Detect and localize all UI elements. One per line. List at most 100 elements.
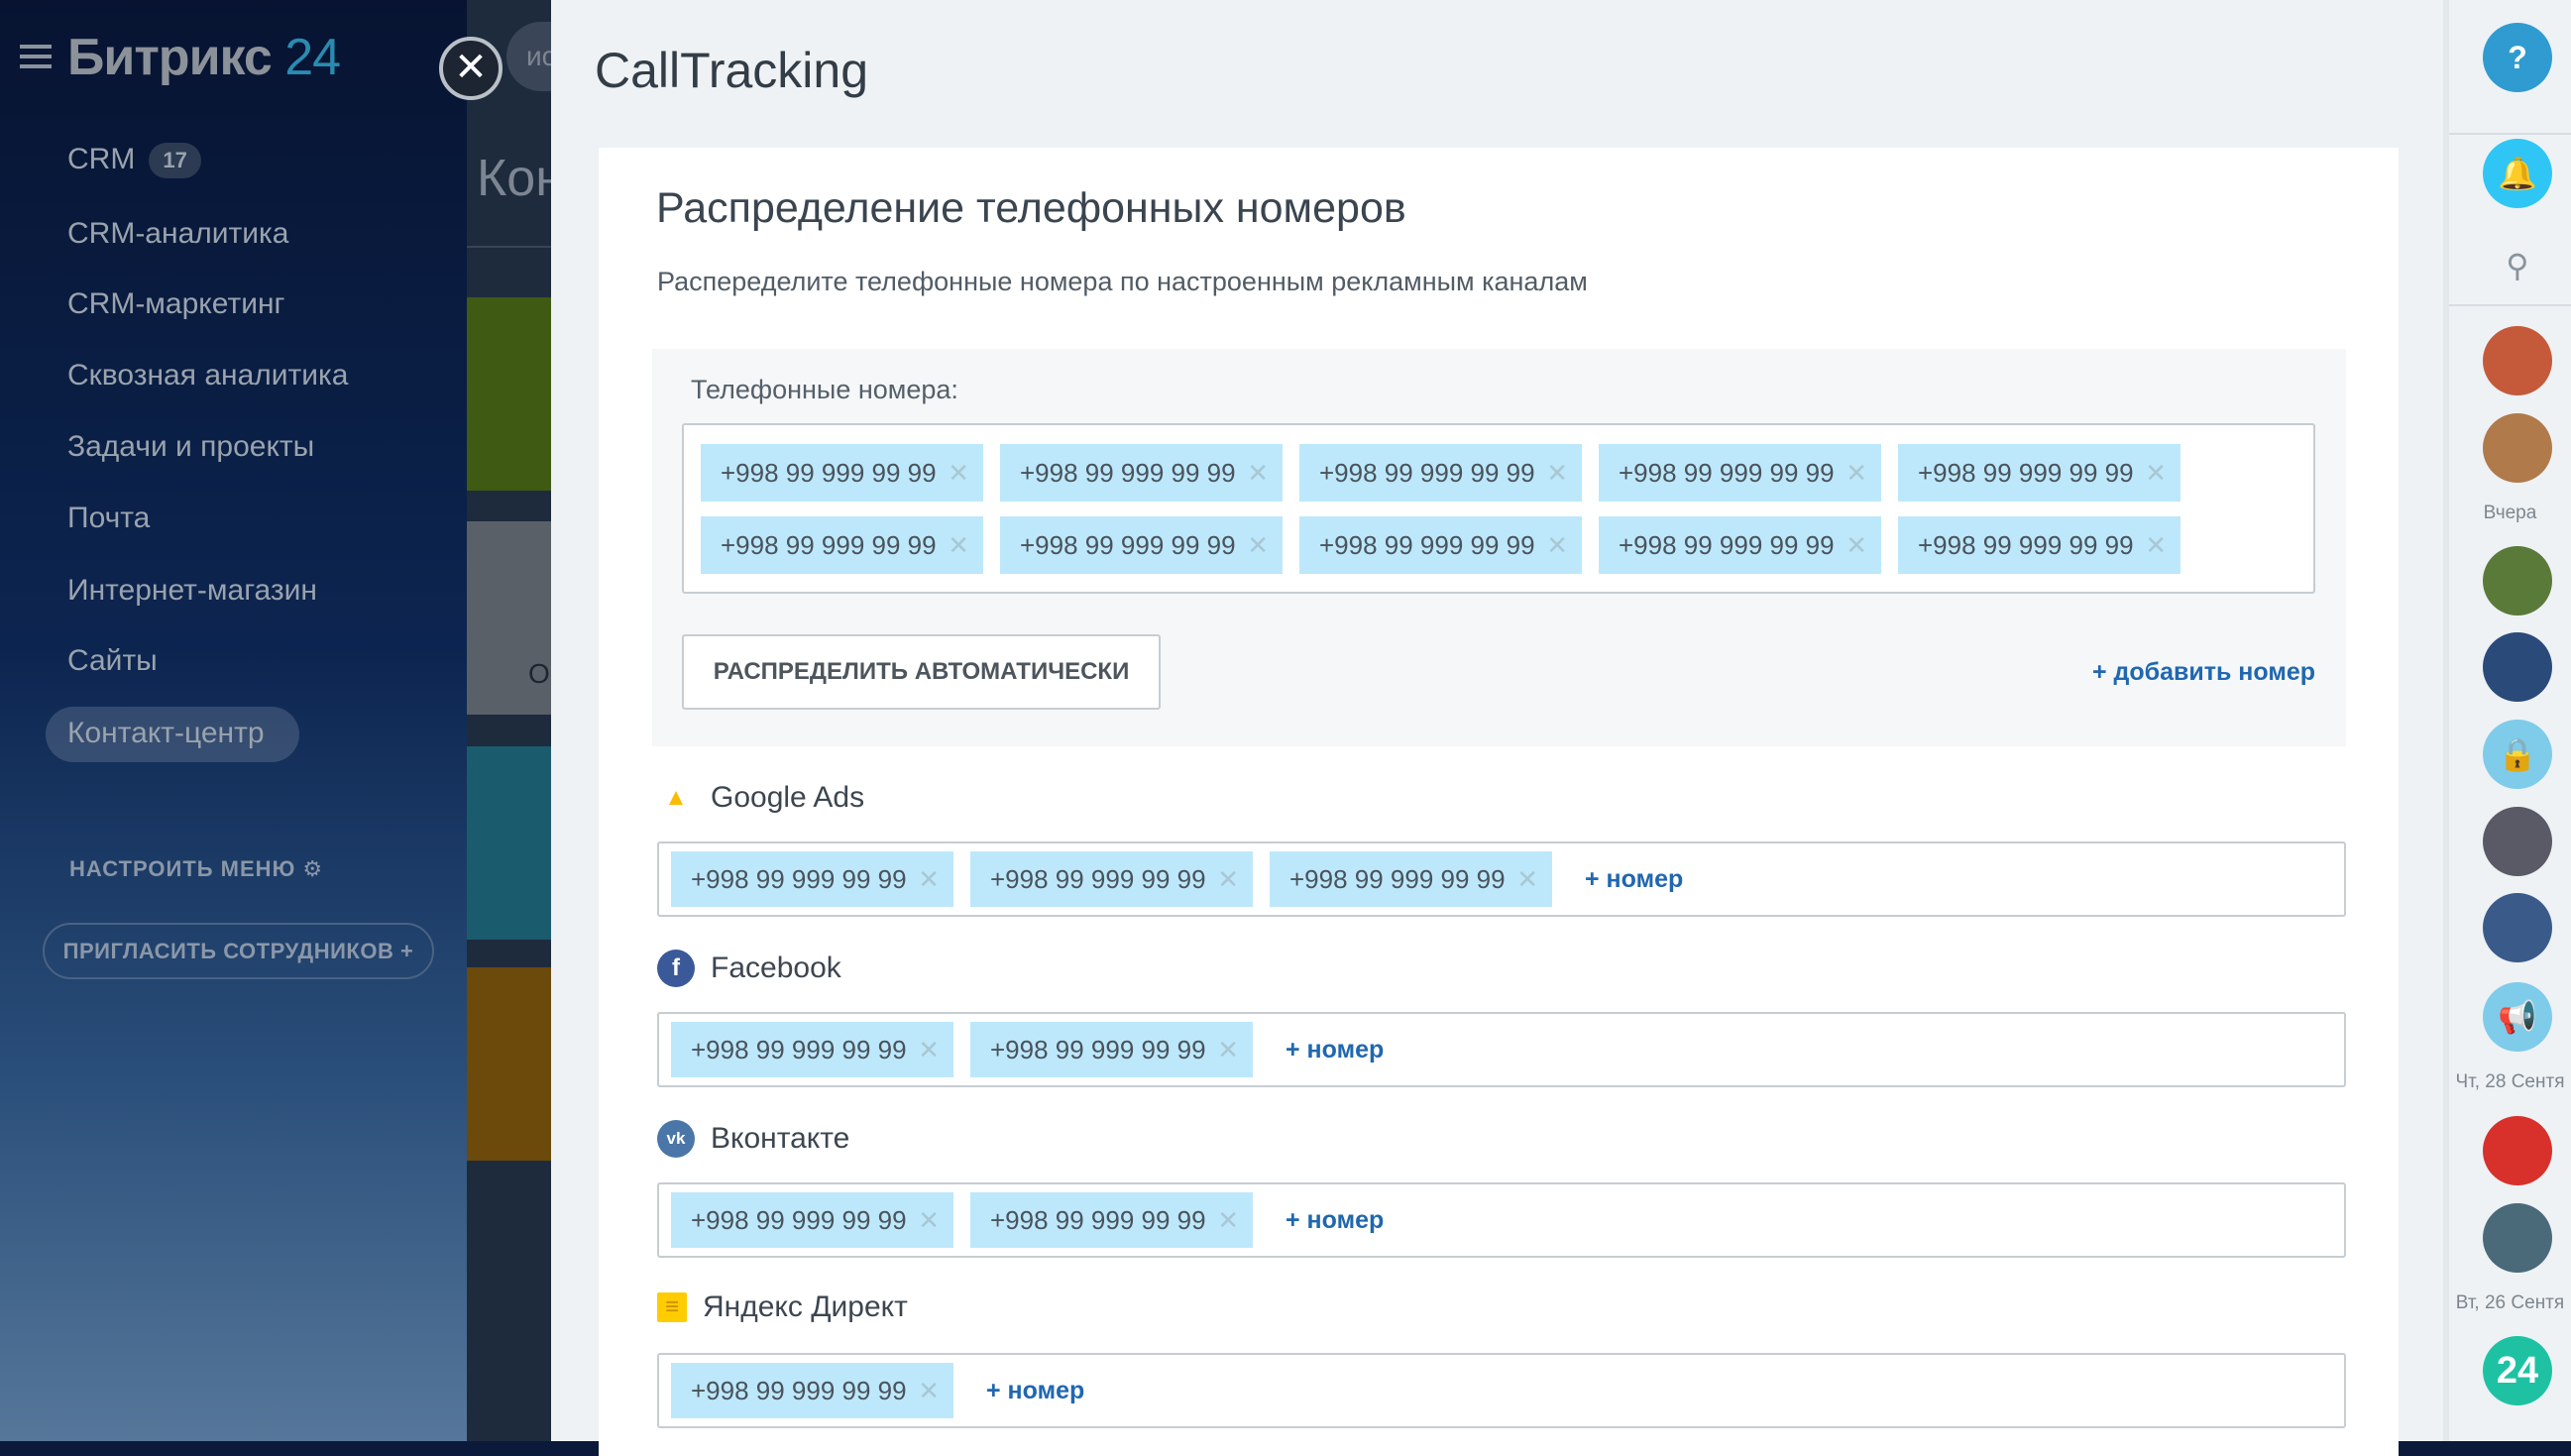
invite-button[interactable]: ПРИГЛАСИТЬ СОТРУДНИКОВ + xyxy=(43,923,434,979)
lock-icon[interactable]: 🔒 xyxy=(2483,720,2552,789)
close-icon[interactable]: ✕ xyxy=(439,37,503,100)
avatar[interactable] xyxy=(2483,546,2552,616)
sidebar-item[interactable]: Сквозная аналитика xyxy=(67,359,349,392)
add-channel-number-link[interactable]: + номер xyxy=(986,1376,1085,1404)
phone-number: +998 99 999 99 99 xyxy=(691,1204,907,1235)
phone-number: +998 99 999 99 99 xyxy=(990,1034,1206,1064)
sidebar-item[interactable]: Интернет-магазин xyxy=(67,574,317,608)
phone-tag: +998 99 999 99 99 ✕ xyxy=(1000,516,1283,574)
right-bar: ? 🔔 ⚲ Вчера 🔒 📢 Чт, 28 Сентя Вт, 26 Сентя 24 xyxy=(2443,0,2571,1441)
remove-icon[interactable]: ✕ xyxy=(918,1375,940,1405)
phone-tag: +998 99 999 99 99 ✕ xyxy=(1898,516,2180,574)
phone-tag: +998 99 999 99 99 ✕ xyxy=(671,1192,953,1248)
remove-icon[interactable]: ✕ xyxy=(1217,1034,1239,1064)
section-subtitle: Распеределите телефонные номера по настр… xyxy=(657,267,1588,296)
phone-number: +998 99 999 99 99 xyxy=(1020,529,1236,560)
channel-numbers-input[interactable]: +998 99 999 99 99 ✕ + номер xyxy=(657,1353,2346,1428)
remove-icon[interactable]: ✕ xyxy=(1247,529,1269,560)
channel-numbers-input[interactable]: +998 99 999 99 99 ✕ +998 99 999 99 99 ✕ + но… xyxy=(657,1182,2346,1258)
avatar[interactable] xyxy=(2483,807,2552,876)
channel-name: Google Ads xyxy=(711,781,865,814)
avatar[interactable] xyxy=(2483,893,2552,962)
phone-tag: +998 99 999 99 99 ✕ xyxy=(1599,516,1881,574)
remove-icon[interactable]: ✕ xyxy=(1845,457,1867,488)
remove-icon[interactable]: ✕ xyxy=(1546,457,1568,488)
channel-label: f Facebook xyxy=(657,950,841,987)
sidebar-item-label: Сквозная аналитика xyxy=(67,359,349,392)
sidebar-item[interactable]: CRM-маркетинг xyxy=(67,287,284,321)
sidebar-item-label: CRM xyxy=(67,143,136,175)
sidebar-item-label: CRM-маркетинг xyxy=(67,287,285,320)
search-icon[interactable]: ⚲ xyxy=(2506,248,2529,283)
left-sidebar: Битрикс 24 CRM 17 CRM-аналитика CRM-маркети… xyxy=(0,0,551,1441)
remove-icon[interactable]: ✕ xyxy=(948,457,969,488)
sidebar-item[interactable]: Задачи и проекты xyxy=(67,430,314,464)
distribute-button[interactable]: РАСПРЕДЕЛИТЬ АВТОМАТИЧЕСКИ xyxy=(682,634,1161,710)
phone-number: +998 99 999 99 99 xyxy=(1289,863,1506,894)
phone-number: +998 99 999 99 99 xyxy=(1619,529,1835,560)
phone-number: +998 99 999 99 99 xyxy=(721,457,937,488)
sidebar-item[interactable]: Почта xyxy=(67,502,150,535)
help-icon[interactable]: ? xyxy=(2483,23,2552,92)
search-input: иска xyxy=(506,22,551,91)
avatar[interactable] xyxy=(2483,1116,2552,1185)
remove-icon[interactable]: ✕ xyxy=(1516,863,1538,894)
menu-icon[interactable] xyxy=(20,45,52,68)
sidebar-item[interactable]: Контакт-центр xyxy=(67,717,265,750)
channel-numbers-input[interactable]: +998 99 999 99 99 ✕ +998 99 999 99 99 ✕ + но… xyxy=(657,1012,2346,1087)
phone-number: +998 99 999 99 99 xyxy=(1918,457,2134,488)
logo[interactable]: Битрикс 24 xyxy=(67,29,341,86)
megaphone-icon[interactable]: 📢 xyxy=(2483,982,2552,1052)
tile xyxy=(467,297,551,491)
phone-tag: +998 99 999 99 99 ✕ xyxy=(1000,444,1283,502)
tile: О xyxy=(467,521,551,715)
counter-badge: 17 xyxy=(149,143,201,179)
avatar[interactable] xyxy=(2483,1203,2552,1273)
phone-tag: +998 99 999 99 99 ✕ xyxy=(1898,444,2180,502)
channel-label: ▲ Google Ads xyxy=(657,779,864,817)
facebook-icon: f xyxy=(657,950,695,987)
remove-icon[interactable]: ✕ xyxy=(948,529,969,560)
channel-label: vk Вконтакте xyxy=(657,1120,849,1158)
sidebar-item-label: CRM-аналитика xyxy=(67,217,289,250)
sidebar-item[interactable]: CRM-аналитика xyxy=(67,217,288,251)
sidebar-item-label: Сайты xyxy=(67,644,158,677)
remove-icon[interactable]: ✕ xyxy=(1217,863,1239,894)
remove-icon[interactable]: ✕ xyxy=(1546,529,1568,560)
phone-number: +998 99 999 99 99 xyxy=(1319,457,1535,488)
date-label: Чт, 28 Сентя xyxy=(2455,1071,2565,1092)
bell-icon[interactable]: 🔔 xyxy=(2483,139,2552,208)
bitrix24-icon[interactable]: 24 xyxy=(2483,1336,2552,1405)
channel-label: ≡ Яндекс Директ xyxy=(657,1290,908,1324)
phone-tag: +998 99 999 99 99 ✕ xyxy=(970,1022,1253,1077)
avatar[interactable] xyxy=(2483,413,2552,483)
sidebar-item[interactable]: Сайты xyxy=(67,644,158,678)
add-channel-number-link[interactable]: + номер xyxy=(1286,1205,1385,1234)
remove-icon[interactable]: ✕ xyxy=(2145,529,2167,560)
remove-icon[interactable]: ✕ xyxy=(918,1034,940,1064)
channel-numbers-input[interactable]: +998 99 999 99 99 ✕ +998 99 999 99 99 ✕ +998… xyxy=(657,841,2346,917)
sidebar-item-label: Почта xyxy=(67,502,151,534)
remove-icon[interactable]: ✕ xyxy=(1845,529,1867,560)
sidebar-item-label: Контакт-центр xyxy=(67,717,265,749)
remove-icon[interactable]: ✕ xyxy=(2145,457,2167,488)
sidebar-item[interactable]: CRM 17 xyxy=(67,143,201,179)
remove-icon[interactable]: ✕ xyxy=(918,863,940,894)
phone-tag: +998 99 999 99 99 ✕ xyxy=(701,444,983,502)
avatar[interactable] xyxy=(2483,632,2552,702)
remove-icon[interactable]: ✕ xyxy=(918,1204,940,1235)
configure-menu-link[interactable]: НАСТРОИТЬ МЕНЮ ⚙ xyxy=(69,856,324,881)
calltracking-panel: CallTracking Распределение телефонных но… xyxy=(551,0,2443,1456)
remove-icon[interactable]: ✕ xyxy=(1247,457,1269,488)
add-channel-number-link[interactable]: + номер xyxy=(1286,1035,1385,1064)
phone-tag: +998 99 999 99 99 ✕ xyxy=(1599,444,1881,502)
avatar[interactable] xyxy=(2483,326,2552,395)
add-number-link[interactable]: + добавить номер xyxy=(2091,658,2315,686)
date-label: Вчера xyxy=(2483,503,2537,523)
phone-tag: +998 99 999 99 99 ✕ xyxy=(1299,444,1582,502)
remove-icon[interactable]: ✕ xyxy=(1217,1204,1239,1235)
numbers-input[interactable]: +998 99 999 99 99 ✕ +998 99 999 99 99 ✕ +998… xyxy=(682,423,2315,594)
phone-tag: +998 99 999 99 99 ✕ xyxy=(1270,851,1552,907)
phone-tag: +998 99 999 99 99 ✕ xyxy=(671,1022,953,1077)
add-channel-number-link[interactable]: + номер xyxy=(1585,864,1684,893)
